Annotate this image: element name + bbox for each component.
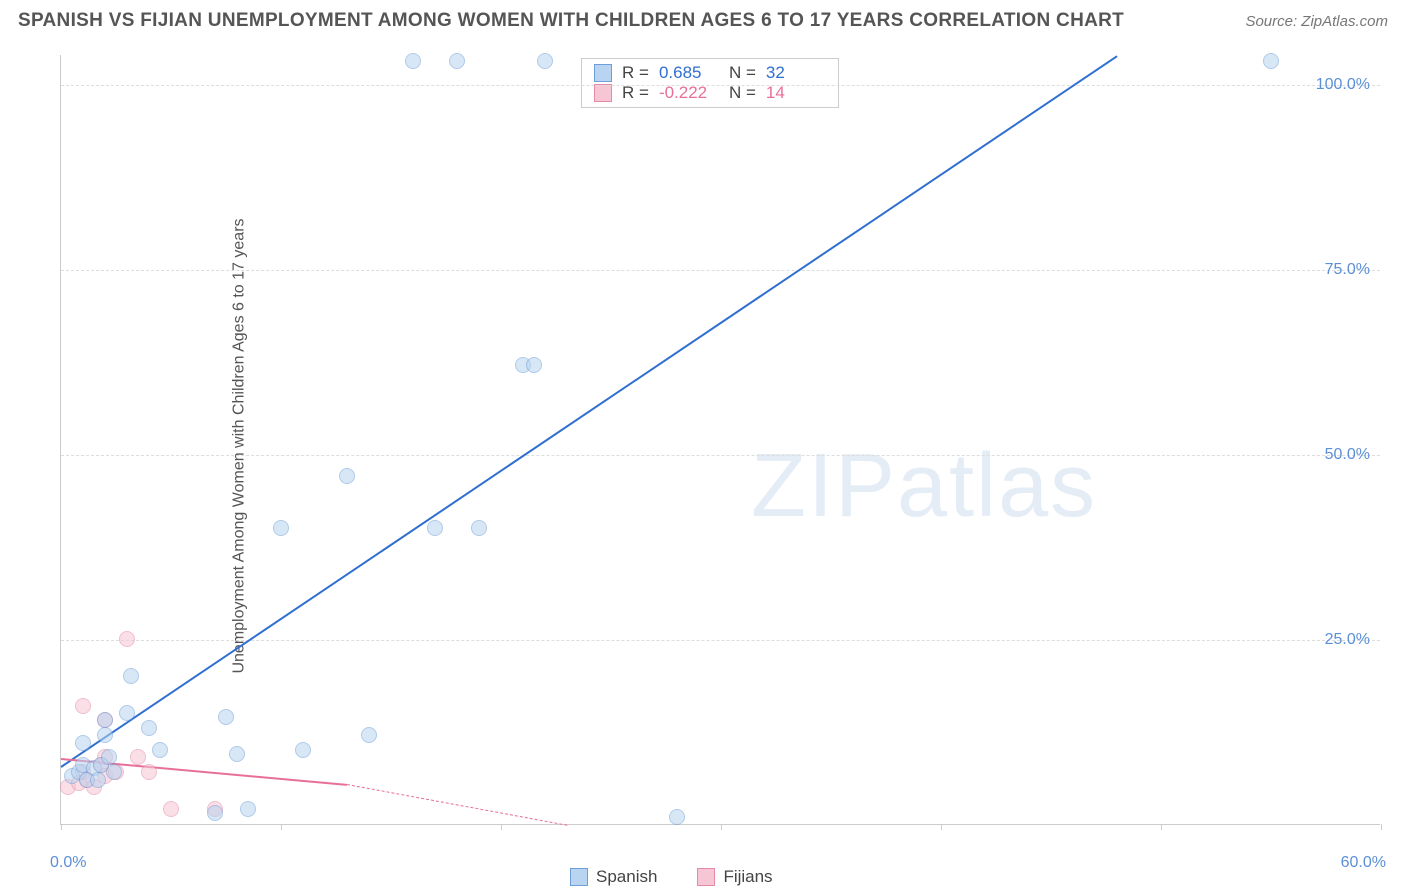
- data-point-spanish: [1263, 53, 1279, 69]
- r-label: R =: [622, 63, 649, 83]
- data-point-fijians: [130, 749, 146, 765]
- x-tick: [941, 824, 942, 830]
- regression-line: [60, 55, 1117, 767]
- data-point-spanish: [101, 749, 117, 765]
- x-tick: [281, 824, 282, 830]
- x-axis-max-label: 60.0%: [1341, 854, 1386, 872]
- watermark: ZIPatlas: [751, 435, 1097, 538]
- y-tick-label: 25.0%: [1325, 631, 1370, 649]
- data-point-spanish: [90, 772, 106, 788]
- data-point-spanish: [97, 727, 113, 743]
- data-point-spanish: [471, 520, 487, 536]
- y-tick-label: 100.0%: [1316, 76, 1370, 94]
- data-point-spanish: [207, 805, 223, 821]
- source-attribution: Source: ZipAtlas.com: [1245, 13, 1388, 30]
- legend-label-fijians: Fijians: [723, 867, 772, 887]
- regression-line: [347, 784, 567, 826]
- data-point-spanish: [240, 801, 256, 817]
- r-value-fijians: -0.222: [659, 83, 719, 103]
- data-point-spanish: [361, 727, 377, 743]
- data-point-spanish: [295, 742, 311, 758]
- correlation-stats-box: R = 0.685 N = 32 R = -0.222 N = 14: [581, 58, 839, 108]
- data-point-spanish: [669, 809, 685, 825]
- x-tick: [501, 824, 502, 830]
- legend-item-fijians: Fijians: [697, 867, 772, 887]
- data-point-fijians: [163, 801, 179, 817]
- data-point-spanish: [97, 712, 113, 728]
- data-point-spanish: [229, 746, 245, 762]
- data-point-spanish: [339, 468, 355, 484]
- data-point-spanish: [273, 520, 289, 536]
- watermark-part1: ZIP: [751, 436, 897, 536]
- swatch-fijians: [594, 84, 612, 102]
- x-tick: [721, 824, 722, 830]
- data-point-spanish: [218, 709, 234, 725]
- stats-row-fijians: R = -0.222 N = 14: [594, 83, 826, 103]
- stats-row-spanish: R = 0.685 N = 32: [594, 63, 826, 83]
- legend-label-spanish: Spanish: [596, 867, 657, 887]
- data-point-spanish: [449, 53, 465, 69]
- watermark-part2: atlas: [897, 436, 1097, 536]
- gridline: [61, 85, 1380, 86]
- data-point-spanish: [537, 53, 553, 69]
- x-tick: [1381, 824, 1382, 830]
- n-value-fijians: 14: [766, 83, 826, 103]
- x-tick: [61, 824, 62, 830]
- r-label: R =: [622, 83, 649, 103]
- x-tick: [1161, 824, 1162, 830]
- data-point-spanish: [152, 742, 168, 758]
- legend-item-spanish: Spanish: [570, 867, 657, 887]
- data-point-spanish: [526, 357, 542, 373]
- data-point-spanish: [405, 53, 421, 69]
- plot-area: ZIPatlas R = 0.685 N = 32 R = -0.222 N =…: [60, 55, 1380, 825]
- y-tick-label: 75.0%: [1325, 261, 1370, 279]
- data-point-spanish: [75, 735, 91, 751]
- gridline: [61, 270, 1380, 271]
- data-point-fijians: [119, 631, 135, 647]
- n-label: N =: [729, 63, 756, 83]
- data-point-spanish: [141, 720, 157, 736]
- gridline: [61, 455, 1380, 456]
- chart-title: SPANISH VS FIJIAN UNEMPLOYMENT AMONG WOM…: [18, 10, 1124, 32]
- legend-swatch-spanish: [570, 868, 588, 886]
- data-point-spanish: [427, 520, 443, 536]
- legend-swatch-fijians: [697, 868, 715, 886]
- data-point-fijians: [75, 698, 91, 714]
- swatch-spanish: [594, 64, 612, 82]
- x-axis-min-label: 0.0%: [50, 854, 86, 872]
- n-value-spanish: 32: [766, 63, 826, 83]
- n-label: N =: [729, 83, 756, 103]
- chart-header: SPANISH VS FIJIAN UNEMPLOYMENT AMONG WOM…: [18, 10, 1388, 32]
- data-point-fijians: [141, 764, 157, 780]
- legend-bottom: Spanish Fijians: [570, 867, 773, 887]
- r-value-spanish: 0.685: [659, 63, 719, 83]
- y-tick-label: 50.0%: [1325, 446, 1370, 464]
- data-point-spanish: [123, 668, 139, 684]
- data-point-spanish: [119, 705, 135, 721]
- gridline: [61, 640, 1380, 641]
- data-point-spanish: [106, 764, 122, 780]
